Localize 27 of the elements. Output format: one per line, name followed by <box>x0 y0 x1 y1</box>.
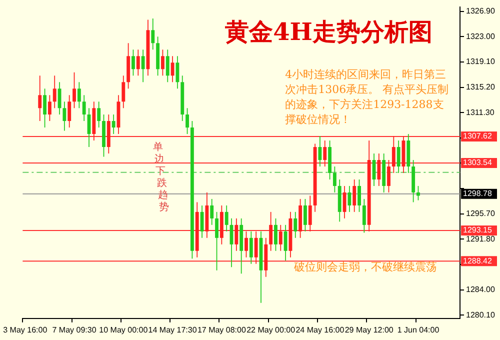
y-tick-label: 1315.20 <box>466 82 496 92</box>
ref-line-label: 1288.42 <box>463 256 492 266</box>
x-tick-label: 17 May 08:00 <box>197 325 246 334</box>
ref-line-label: 1298.78 <box>463 189 492 198</box>
y-tick-label: 1326.90 <box>466 6 496 16</box>
annotation: 破位则会走弱，不破继续震荡 <box>292 260 437 274</box>
x-tick-label: 3 May 16:00 <box>3 325 48 334</box>
annotation: 单边下跌趋势 <box>153 141 170 213</box>
y-tick-label: 1284.00 <box>466 285 496 294</box>
y-tick-label: 1291.80 <box>466 234 496 244</box>
ref-line-label: 1303.54 <box>463 158 492 168</box>
y-tick-label: 1311.30 <box>466 108 495 117</box>
x-tick-label: 24 May 16:00 <box>296 325 345 334</box>
ref-line-label: 1293.15 <box>463 226 492 235</box>
x-tick-label: 14 May 17:30 <box>148 325 198 334</box>
x-tick-label: 10 May 00:00 <box>99 325 148 334</box>
x-tick-label: 1 Jun 04:00 <box>397 325 440 334</box>
x-tick-label: 29 May 12:00 <box>344 325 394 334</box>
annotation: 4小时连续的区间来回，昨日第三次冲击1306承压。 有点平头压制的迹象，下方关注1293-1288支撑破位情况！ <box>285 68 449 126</box>
y-tick-label: 1280.10 <box>466 310 496 320</box>
y-tick-label: 1295.70 <box>466 209 496 218</box>
text: 黄金4H走势分析图 <box>224 17 432 46</box>
x-tick-label: 7 May 09:30 <box>52 325 97 334</box>
y-tick-label: 1323.00 <box>466 32 496 41</box>
ref-line-label: 1307.62 <box>463 132 492 141</box>
y-tick-label: 1319.10 <box>466 57 496 66</box>
x-tick-label: 22 May 00:00 <box>246 325 296 334</box>
